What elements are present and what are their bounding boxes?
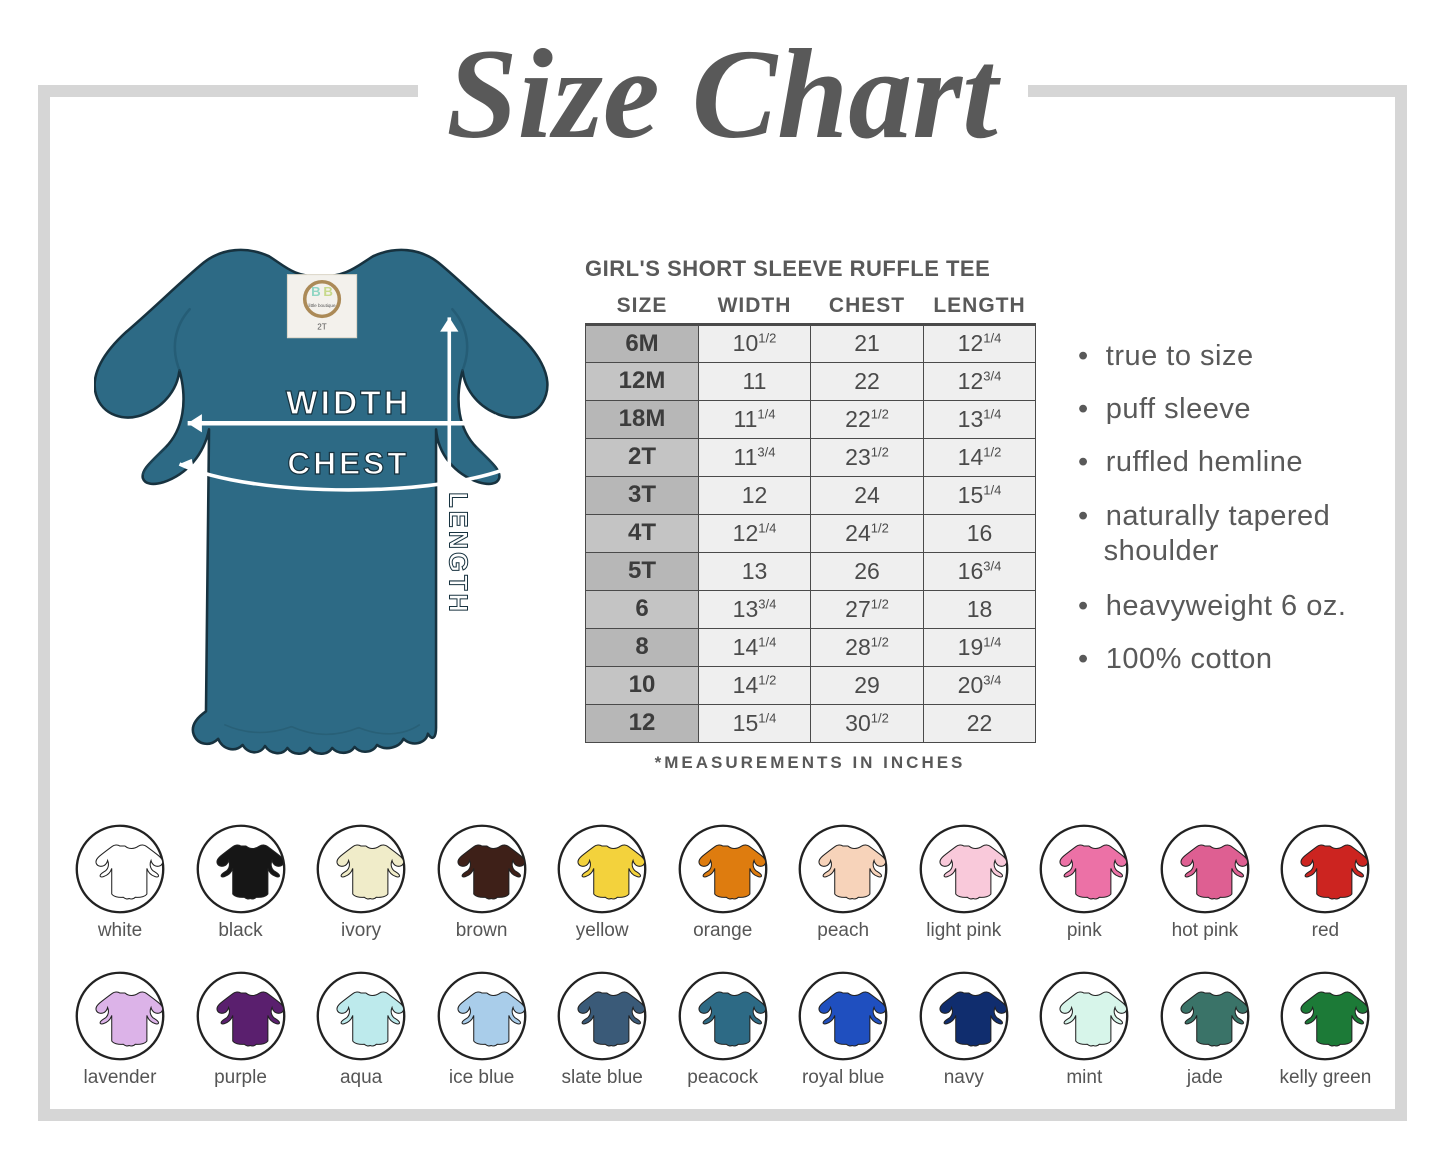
svg-text:CHEST: CHEST — [287, 445, 409, 481]
svg-text:B: B — [323, 284, 333, 299]
svg-text:2T: 2T — [317, 323, 327, 332]
svg-text:LENGTH: LENGTH — [443, 492, 471, 615]
svg-text:Size Chart: Size Chart — [446, 23, 1001, 165]
svg-text:B: B — [311, 284, 321, 299]
svg-text:little boutique: little boutique — [309, 303, 336, 308]
svg-text:WIDTH: WIDTH — [286, 385, 411, 422]
